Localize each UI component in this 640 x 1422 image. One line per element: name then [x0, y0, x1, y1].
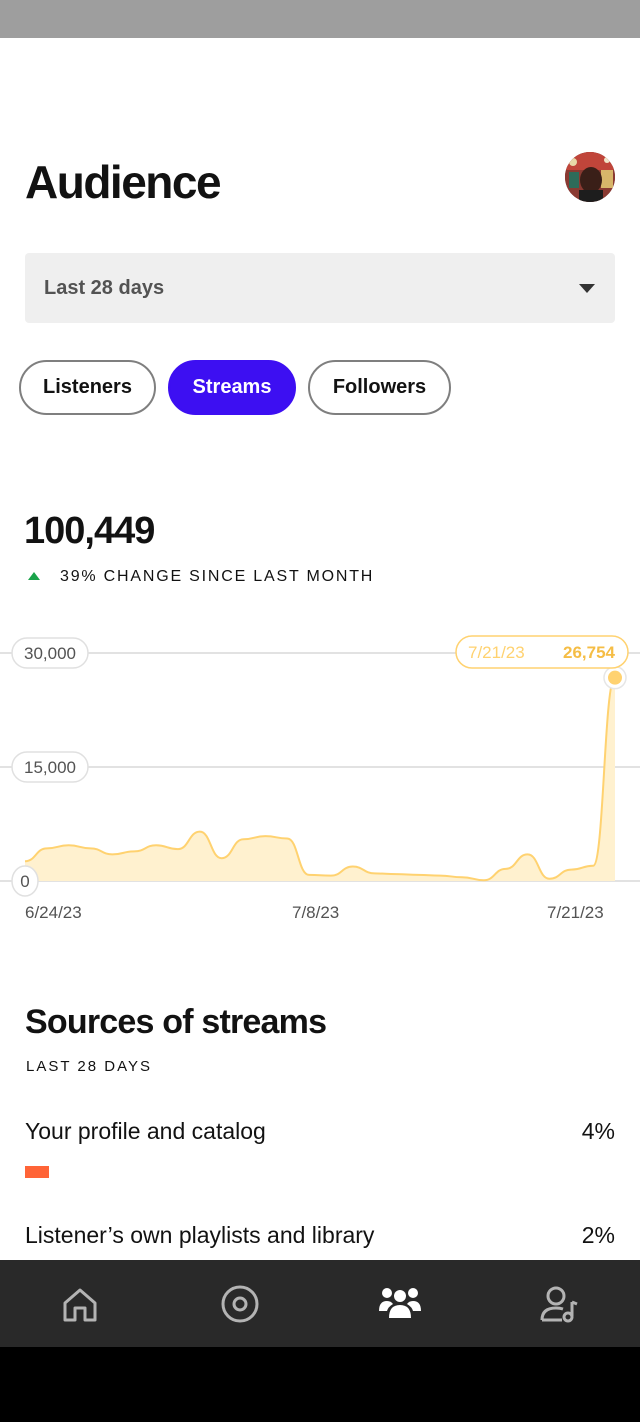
section-title: Sources of streams: [25, 1003, 327, 1041]
y-tick-label: 30,000: [11, 637, 89, 669]
y-tick-label: 15,000: [11, 751, 89, 783]
svg-text:15,000: 15,000: [24, 758, 76, 777]
bottom-nav: [0, 1260, 640, 1347]
status-bar: [0, 0, 640, 38]
chart-line: [24, 676, 616, 882]
audience-icon: [379, 1287, 421, 1318]
source-percent: 2%: [581, 1222, 615, 1248]
x-tick-label: 7/8/23: [292, 903, 340, 922]
chart-tooltip: 7/21/23 26,754: [455, 635, 629, 669]
svg-text:0: 0: [20, 872, 29, 891]
source-percent: 4%: [581, 1118, 615, 1144]
avatar-image: [565, 152, 615, 202]
home-icon: [63, 1288, 97, 1321]
nav-home[interactable]: [0, 1260, 160, 1347]
streams-chart: 30,000 15,000 0 7/21/23 26,754: [0, 635, 640, 897]
avatar[interactable]: [565, 152, 615, 202]
nav-music[interactable]: [160, 1260, 320, 1347]
triangle-up-icon: [28, 572, 40, 580]
source-label: Your profile and catalog: [25, 1118, 266, 1144]
data-point: [608, 670, 622, 685]
system-navigation-bar: [0, 1347, 640, 1422]
tooltip-value: 26,754: [563, 643, 616, 662]
page-title: Audience: [25, 156, 222, 208]
music-disc-icon: [221, 1285, 259, 1322]
chart-area: [25, 677, 615, 881]
tab-followers[interactable]: Followers: [308, 360, 451, 415]
section-subtitle: LAST 28 DAYS: [26, 1058, 152, 1075]
metric-value: 100,449: [24, 510, 155, 552]
tab-listeners[interactable]: Listeners: [19, 360, 156, 415]
y-tick-label: 0: [11, 865, 39, 897]
x-tick-label: 6/24/23: [25, 903, 82, 922]
x-tick-label: 7/21/23: [547, 903, 604, 922]
nav-audience[interactable]: [320, 1260, 480, 1347]
svg-text:30,000: 30,000: [24, 644, 76, 663]
tooltip-date: 7/21/23: [468, 643, 525, 662]
date-range-value: Last 28 days: [44, 277, 165, 299]
artist-profile-icon: [540, 1286, 578, 1322]
date-range-select[interactable]: Last 28 days: [25, 253, 615, 323]
source-label: Listener’s own playlists and library: [25, 1222, 375, 1248]
tab-streams[interactable]: Streams: [168, 360, 296, 415]
caret-down-icon: [579, 284, 595, 293]
source-bar: [25, 1166, 49, 1178]
change-text: 39% CHANGE SINCE LAST MONTH: [60, 568, 375, 585]
nav-profile[interactable]: [480, 1260, 640, 1347]
